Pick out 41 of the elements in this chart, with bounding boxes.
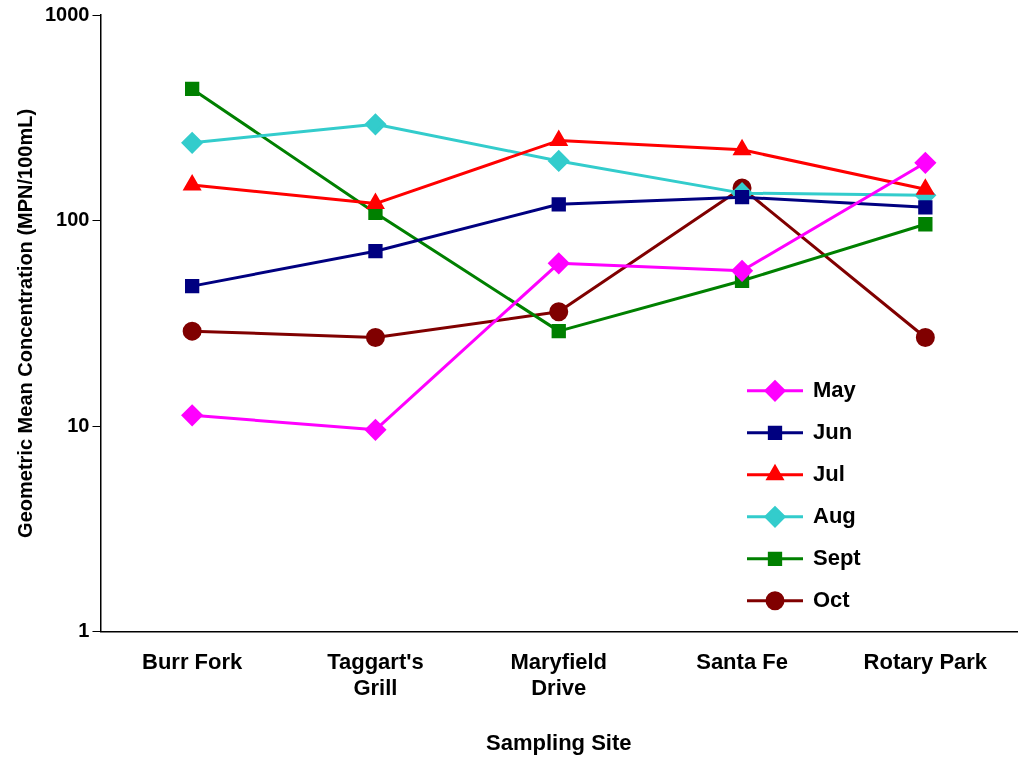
- point: [550, 131, 568, 147]
- point: [918, 200, 933, 215]
- point: [731, 260, 753, 282]
- point: [549, 302, 569, 322]
- y-axis-title: Geometric Mean Concentration (MPN/100mL): [13, 108, 36, 538]
- point: [184, 278, 200, 294]
- x-tick-label: Burr Fork: [142, 649, 244, 675]
- point: [551, 323, 566, 339]
- x-tick-label: Santa Fe: [696, 649, 788, 675]
- point: [184, 81, 200, 97]
- y-tick-label: 1: [78, 619, 90, 642]
- legend-label: Aug: [813, 502, 856, 528]
- point: [183, 175, 201, 191]
- legend-label: Sept: [813, 544, 862, 570]
- point: [364, 419, 386, 441]
- point: [548, 150, 570, 172]
- x-axis-title: Sampling Site: [486, 729, 632, 755]
- point: [548, 252, 570, 274]
- point: [367, 194, 384, 210]
- point: [181, 404, 203, 426]
- point: [551, 197, 566, 212]
- point: [364, 113, 386, 135]
- point: [368, 244, 383, 259]
- point: [733, 140, 751, 156]
- y-tick-label: 10: [67, 413, 90, 436]
- x-tick-label: Maryfield Drive: [510, 649, 608, 701]
- x-tick-label: Taggart's Grill: [327, 649, 424, 701]
- y-tick-label: 100: [56, 208, 90, 231]
- point: [916, 179, 934, 195]
- point: [915, 328, 935, 348]
- point: [182, 321, 202, 341]
- legend-label: Jun: [813, 418, 853, 444]
- legend-label: Jul: [813, 460, 845, 486]
- point: [914, 152, 936, 174]
- y-tick-label: 1000: [44, 2, 90, 25]
- point: [365, 328, 385, 348]
- legend-label: May: [813, 376, 857, 402]
- legend-label: Oct: [813, 586, 851, 612]
- point: [918, 217, 933, 232]
- x-tick-label: Rotary Park: [863, 649, 988, 675]
- point: [181, 132, 203, 154]
